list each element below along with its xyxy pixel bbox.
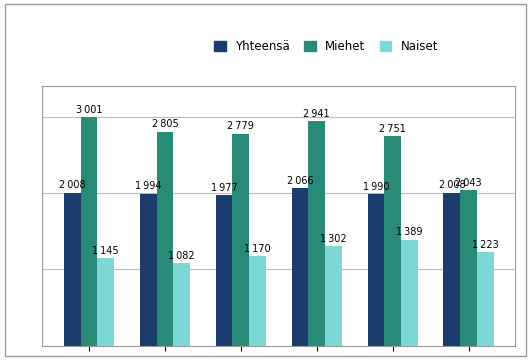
- Text: 2 008: 2 008: [59, 180, 85, 190]
- Bar: [477, 252, 494, 346]
- Text: 1 145: 1 145: [92, 246, 119, 256]
- Legend: Yhteensä, Miehet, Naiset: Yhteensä, Miehet, Naiset: [209, 36, 443, 58]
- Bar: [81, 117, 97, 346]
- Text: 2 805: 2 805: [151, 120, 178, 130]
- Text: 1 994: 1 994: [135, 181, 161, 191]
- Bar: [97, 258, 114, 346]
- Bar: [325, 246, 342, 346]
- Bar: [233, 134, 249, 346]
- Text: 2 008: 2 008: [439, 180, 465, 190]
- Bar: [460, 190, 477, 346]
- Text: 3 001: 3 001: [76, 104, 102, 114]
- Text: 1 990: 1 990: [363, 181, 389, 192]
- Bar: [216, 195, 233, 346]
- Text: 1 977: 1 977: [211, 183, 237, 193]
- Text: 1 302: 1 302: [320, 234, 347, 244]
- Bar: [443, 193, 460, 346]
- Text: 1 170: 1 170: [244, 244, 271, 254]
- Bar: [249, 256, 266, 346]
- Text: 1 389: 1 389: [396, 228, 423, 238]
- Bar: [384, 136, 401, 346]
- Text: 1 082: 1 082: [168, 251, 195, 261]
- Text: 2 779: 2 779: [227, 121, 254, 131]
- Bar: [64, 193, 81, 346]
- Text: 1 223: 1 223: [472, 240, 499, 250]
- Bar: [173, 263, 190, 346]
- Bar: [140, 194, 157, 346]
- Bar: [292, 188, 309, 346]
- Text: 2 941: 2 941: [303, 109, 330, 119]
- Text: 2 066: 2 066: [287, 176, 313, 186]
- Text: 2 043: 2 043: [455, 177, 482, 188]
- Bar: [309, 121, 325, 346]
- Bar: [157, 132, 173, 346]
- Bar: [401, 240, 418, 346]
- Bar: [367, 194, 384, 346]
- Text: 2 751: 2 751: [379, 123, 406, 134]
